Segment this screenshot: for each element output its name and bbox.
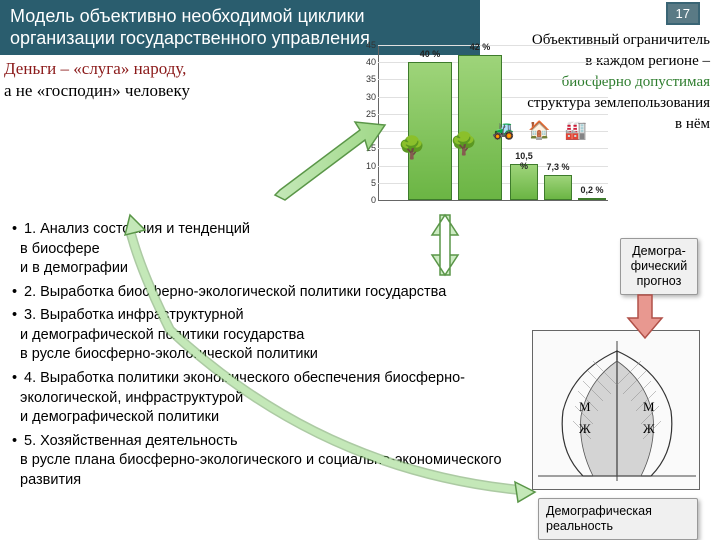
- zh-label-left: Ж: [579, 421, 591, 437]
- bullet-icon: •: [12, 369, 24, 389]
- list-lead: 4. Выработка политики экономического обе…: [24, 370, 465, 386]
- bar-label: 10,5 %: [511, 151, 537, 171]
- page-number: 17: [666, 2, 700, 25]
- tree-icon: 🌳: [450, 131, 477, 157]
- zh-label-right: Ж: [643, 421, 655, 437]
- list-sub: и демографической политики государства: [12, 326, 512, 346]
- box-line: фический: [628, 259, 690, 274]
- ytick: 10: [358, 161, 376, 171]
- list-item: •2. Выработка биосферно-экологической по…: [12, 283, 512, 303]
- list-sub: в русле биосферно-экологической политики: [12, 345, 512, 365]
- subtitle-line2: а не «господин» человеку: [4, 80, 190, 102]
- list-item: •1. Анализ состояния и тенденций в биосф…: [12, 220, 512, 279]
- box-line: Демогра-: [628, 244, 690, 259]
- bullet-icon: •: [12, 220, 24, 240]
- bar-label: 0,2 %: [579, 185, 605, 195]
- demographic-reality-box: Демографическая реальность: [538, 498, 698, 540]
- factory-icon: 🏭: [565, 120, 587, 141]
- bullet-icon: •: [12, 432, 24, 452]
- demographic-forecast-box: Демогра-фическийпрогноз: [620, 238, 698, 295]
- ytick: 35: [358, 74, 376, 84]
- demographic-pyramid-chart: М М Ж Ж: [532, 330, 700, 490]
- x-axis: [378, 200, 608, 201]
- ytick: 0: [358, 195, 376, 205]
- tractor-icon: 🚜: [492, 120, 514, 141]
- m-label-left: М: [579, 399, 591, 415]
- bar-label: 40 %: [409, 49, 451, 59]
- bar: 0,2 %: [578, 198, 606, 200]
- subtitle-block: Деньги – «слуга» народу, а не «господин»…: [4, 58, 190, 102]
- list-sub: и демографической политики: [12, 408, 512, 428]
- list-sub: и в демографии: [12, 259, 512, 279]
- subtitle-line1: Деньги – «слуга» народу,: [4, 58, 190, 80]
- ytick: 30: [358, 92, 376, 102]
- tree-icon: 🌳: [398, 135, 425, 161]
- list-lead: 5. Хозяйственная деятельность: [24, 433, 238, 449]
- pyramid-svg: [533, 331, 700, 490]
- list-item: •5. Хозяйственная деятельность в русле п…: [12, 432, 512, 491]
- ytick: 20: [358, 126, 376, 136]
- ytick: 45: [358, 40, 376, 50]
- ytick: 5: [358, 178, 376, 188]
- landuse-icons: 🚜 🏠 🏭: [492, 120, 587, 141]
- bullet-icon: •: [12, 306, 24, 326]
- house-icon: 🏠: [528, 120, 550, 141]
- list-lead: 1. Анализ состояния и тенденций: [24, 221, 250, 237]
- ytick: 40: [358, 57, 376, 67]
- list-sub: в биосфере: [12, 240, 512, 260]
- bar: 40 %: [408, 62, 452, 200]
- list-item: •3. Выработка инфраструктурной и демогра…: [12, 306, 512, 365]
- ytick: 25: [358, 109, 376, 119]
- cycle-steps-list: •1. Анализ состояния и тенденций в биосф…: [12, 220, 512, 494]
- list-sub: в русле плана биосферно-экологического и…: [12, 451, 512, 471]
- list-item: •4. Выработка политики экономического об…: [12, 369, 512, 428]
- m-label-right: М: [643, 399, 655, 415]
- bar-label: 42 %: [459, 42, 501, 52]
- list-lead: 3. Выработка инфраструктурной: [24, 307, 244, 323]
- bar: 10,5 %: [510, 164, 538, 200]
- list-lead: 2. Выработка биосферно-экологической пол…: [24, 284, 446, 300]
- list-sub: экологической, инфраструктурой: [12, 389, 512, 409]
- bar: 7,3 %: [544, 175, 572, 200]
- ytick: 15: [358, 143, 376, 153]
- bar-label: 7,3 %: [545, 162, 571, 172]
- y-axis: [378, 45, 379, 200]
- box-line: прогноз: [628, 274, 690, 289]
- list-sub: развития: [12, 471, 512, 491]
- bullet-icon: •: [12, 283, 24, 303]
- slide-title: Модель объективно необходимой циклики ор…: [10, 6, 370, 48]
